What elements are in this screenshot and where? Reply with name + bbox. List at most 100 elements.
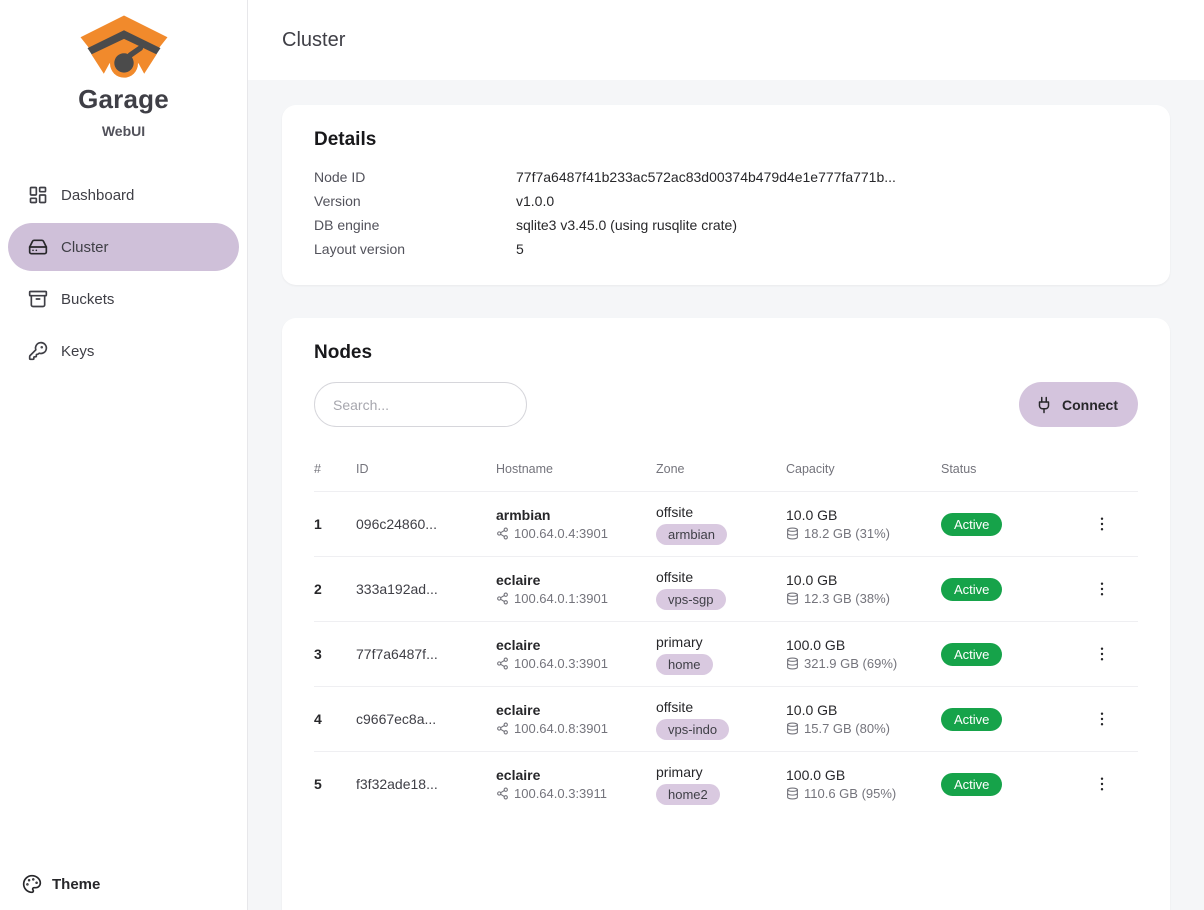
key-icon — [28, 341, 48, 361]
nodes-title: Nodes — [314, 342, 373, 363]
node-address: 100.64.0.3:3911 — [514, 786, 608, 801]
node-index: 5 — [314, 776, 322, 792]
row-actions-button[interactable] — [1086, 768, 1118, 800]
node-capacity-cell: 100.0 GB 110.6 GB (95%) — [786, 767, 941, 801]
node-zone: offsite — [656, 503, 694, 520]
row-actions-button[interactable] — [1086, 573, 1118, 605]
table-row: 1 096c24860... armbian 100.64.0.4:3901 o… — [314, 491, 1138, 556]
status-badge: Active — [941, 512, 1003, 536]
archive-box-icon — [28, 290, 48, 308]
node-hostname-cell: eclaire 100.64.0.3:3911 — [496, 767, 656, 801]
detail-row-layout-version: Layout version 5 — [314, 237, 1138, 261]
logo-block: Garage WebUI — [0, 0, 247, 139]
row-actions-button[interactable] — [1086, 638, 1118, 670]
node-address: 100.64.0.8:3901 — [514, 721, 608, 736]
database-icon — [787, 527, 798, 540]
node-zone-cell: offsite vps-sgp — [656, 569, 786, 610]
share-icon — [497, 722, 508, 735]
details-title: Details — [314, 129, 377, 150]
detail-value: 77f7a6487f41b233ac572ac83d00374b479d4e1e… — [516, 169, 896, 185]
database-icon — [787, 787, 798, 800]
nodes-card: Nodes Connect # ID Hostname — [282, 318, 1170, 910]
logo-title: Garage — [78, 84, 169, 114]
kebab-menu-icon — [1100, 517, 1104, 531]
node-hostname-cell: eclaire 100.64.0.8:3901 — [496, 702, 656, 736]
connect-button[interactable]: Connect — [1019, 382, 1138, 427]
detail-label: DB engine — [314, 217, 380, 233]
nodes-toolbar: Connect — [314, 382, 1138, 427]
node-capacity-cell: 10.0 GB 12.3 GB (38%) — [786, 572, 941, 606]
node-id: 77f7a6487f... — [356, 646, 438, 662]
layout-dashboard-icon — [29, 186, 47, 204]
database-icon — [787, 657, 798, 670]
node-zone: primary — [656, 633, 703, 650]
sidebar-item-dashboard[interactable]: Dashboard — [8, 171, 239, 219]
kebab-menu-icon — [1100, 712, 1104, 726]
node-address: 100.64.0.4:3901 — [514, 526, 608, 541]
row-actions-button[interactable] — [1086, 508, 1118, 540]
node-id: c9667ec8a... — [356, 711, 437, 727]
nodes-table: # ID Hostname Zone Capacity Status 1 096… — [314, 447, 1138, 816]
node-zone-tag: vps-sgp — [656, 588, 726, 610]
node-usage-line: 110.6 GB (95%) — [786, 786, 941, 801]
table-row: 3 77f7a6487f... eclaire 100.64.0.3:3901 … — [314, 621, 1138, 686]
sidebar-item-keys[interactable]: Keys — [8, 327, 239, 375]
node-id: f3f32ade18... — [356, 776, 438, 792]
row-actions-button[interactable] — [1086, 703, 1118, 735]
node-zone-cell: offsite vps-indo — [656, 699, 786, 740]
detail-label: Version — [314, 193, 361, 209]
node-usage: 321.9 GB (69%) — [804, 656, 898, 671]
node-usage: 18.2 GB (31%) — [804, 526, 890, 541]
kebab-menu-icon — [1100, 647, 1104, 661]
detail-row-db-engine: DB engine sqlite3 v3.45.0 (using rusqlit… — [314, 213, 1138, 237]
details-card: Details Node ID 77f7a6487f41b233ac572ac8… — [282, 105, 1170, 285]
node-capacity-cell: 10.0 GB 15.7 GB (80%) — [786, 702, 941, 736]
sidebar-item-label: Dashboard — [61, 186, 135, 204]
node-hostname-cell: eclaire 100.64.0.3:3901 — [496, 637, 656, 671]
node-id: 333a192ad... — [356, 581, 438, 597]
node-capacity-cell: 10.0 GB 18.2 GB (31%) — [786, 507, 941, 541]
node-status-cell: Active — [941, 772, 1066, 796]
search-input[interactable] — [314, 382, 527, 427]
node-index: 3 — [314, 646, 322, 662]
node-zone: offsite — [656, 568, 694, 585]
node-id: 096c24860... — [356, 516, 437, 532]
garage-logo-icon — [80, 15, 167, 78]
palette-icon — [22, 874, 42, 894]
status-badge: Active — [941, 642, 1003, 666]
database-icon — [787, 722, 798, 735]
detail-row-version: Version v1.0.0 — [314, 189, 1138, 213]
node-usage: 12.3 GB (38%) — [804, 591, 890, 606]
detail-value: 5 — [516, 241, 524, 257]
node-hostname: eclaire — [496, 637, 541, 653]
theme-button[interactable]: Theme — [22, 874, 100, 894]
node-index: 4 — [314, 711, 322, 727]
content: Details Node ID 77f7a6487f41b233ac572ac8… — [248, 80, 1204, 910]
node-zone: offsite — [656, 698, 694, 715]
sidebar-item-cluster[interactable]: Cluster — [8, 223, 239, 271]
details-rows: Node ID 77f7a6487f41b233ac572ac83d00374b… — [314, 165, 1138, 261]
col-header-status: Status — [941, 462, 977, 476]
col-header-zone: Zone — [656, 462, 685, 476]
topbar: Cluster — [248, 0, 1204, 80]
node-status-cell: Active — [941, 577, 1066, 601]
node-zone-tag: armbian — [656, 523, 727, 545]
sidebar-item-label: Buckets — [61, 290, 115, 308]
node-address: 100.64.0.1:3901 — [514, 591, 608, 606]
status-badge: Active — [941, 707, 1003, 731]
sidebar-item-buckets[interactable]: Buckets — [8, 275, 239, 323]
node-zone: primary — [656, 763, 703, 780]
node-zone-cell: primary home — [656, 634, 786, 675]
kebab-menu-icon — [1100, 582, 1104, 596]
node-usage: 15.7 GB (80%) — [804, 721, 890, 736]
main-area: Cluster Details Node ID 77f7a6487f41b233… — [248, 0, 1204, 910]
share-icon — [497, 527, 508, 540]
node-hostname: eclaire — [496, 767, 541, 783]
node-hostname-cell: armbian 100.64.0.4:3901 — [496, 507, 656, 541]
logo-subtitle: WebUI — [101, 123, 146, 139]
kebab-menu-icon — [1100, 777, 1104, 791]
table-row: 4 c9667ec8a... eclaire 100.64.0.8:3901 o… — [314, 686, 1138, 751]
node-address-line: 100.64.0.1:3901 — [496, 591, 656, 606]
node-address-line: 100.64.0.8:3901 — [496, 721, 656, 736]
